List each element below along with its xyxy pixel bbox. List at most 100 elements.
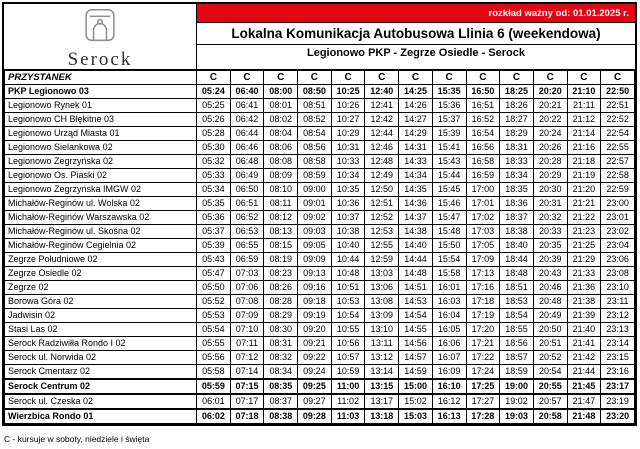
timetable-row: Serock ul. Norwida 02 05:56 07:12 08:32 09:2… — [4, 350, 635, 365]
time-cell: 23:13 — [600, 322, 635, 337]
time-cell: 09:01 — [297, 196, 332, 211]
time-cell: 14:25 — [398, 84, 433, 99]
time-cell: 17:09 — [465, 252, 501, 267]
time-cell: 12:53 — [364, 224, 400, 239]
time-cell: 23:01 — [600, 210, 635, 225]
time-cell: 05:34 — [196, 182, 231, 197]
time-cell: 10:33 — [330, 154, 366, 169]
course-header-cell: C — [465, 70, 501, 85]
time-cell: 11:00 — [330, 378, 366, 395]
footer-legend: C - kursuje w soboty, niedziele i święta — [4, 434, 150, 444]
time-cell: 08:11 — [263, 196, 299, 211]
time-cell: 17:05 — [465, 238, 501, 253]
time-cell: 08:13 — [263, 224, 299, 239]
time-cell: 22:57 — [600, 154, 635, 169]
time-cell: 23:14 — [600, 336, 635, 351]
course-header-cell: C — [566, 70, 602, 85]
time-cell: 15:48 — [431, 224, 467, 239]
time-cell: 08:38 — [263, 408, 299, 424]
time-cell: 18:57 — [499, 350, 534, 365]
time-cell: 16:05 — [431, 322, 467, 337]
time-cell: 05:50 — [196, 280, 231, 295]
time-cell: 18:59 — [499, 364, 534, 380]
time-cell: 14:31 — [398, 140, 433, 155]
time-cell: 05:33 — [196, 168, 231, 183]
time-cell: 07:15 — [229, 378, 265, 395]
time-cell: 09:03 — [297, 224, 332, 239]
time-cell: 23:11 — [600, 294, 635, 309]
timetable-row: Zegrze Południowe 02 05:43 06:59 08:19 09:09… — [4, 252, 635, 267]
route-subtitle: Legionowo PKP - Zegrze Osiedle - Serock — [306, 47, 525, 59]
time-cell: 09:02 — [297, 210, 332, 225]
time-cell: 21:29 — [566, 252, 602, 267]
time-cell: 23:00 — [600, 196, 635, 211]
time-cell: 08:10 — [263, 182, 299, 197]
time-cell: 12:52 — [364, 210, 400, 225]
time-cell: 23:20 — [600, 408, 635, 424]
time-cell: 20:32 — [532, 210, 568, 225]
stop-name-cell: Legionowo Sielankowa 02 — [4, 140, 197, 155]
timetable-row: Serock Cmentarz 02 05:58 07:14 08:34 09:24 10… — [4, 364, 635, 380]
time-cell: 15:47 — [431, 210, 467, 225]
time-cell: 08:52 — [297, 112, 332, 127]
time-cell: 15:45 — [431, 182, 467, 197]
timetable-row: Borowa Góra 02 05:52 07:08 08:28 09:18 10:53 1… — [4, 294, 635, 309]
time-cell: 20:30 — [532, 182, 568, 197]
time-cell: 18:56 — [499, 336, 534, 351]
course-header-cell: C — [330, 70, 366, 85]
stop-name-cell: Michałów-Reginów Cegielnia 02 — [4, 238, 197, 253]
time-cell: 08:04 — [263, 126, 299, 141]
time-cell: 13:03 — [364, 266, 400, 281]
time-cell: 05:37 — [196, 224, 231, 239]
stop-name-cell: Legionowo Zegrzyńska IMGW 02 — [4, 182, 197, 197]
time-cell: 20:28 — [532, 154, 568, 169]
time-cell: 15:58 — [431, 266, 467, 281]
time-cell: 19:03 — [499, 408, 534, 424]
timetable-row: Legionowo Sielankowa 02 05:30 06:46 08:06 08… — [4, 140, 635, 155]
time-cell: 21:23 — [566, 224, 602, 239]
time-cell: 21:48 — [566, 408, 602, 424]
title-block: rozkład ważny od: 01.01.2025 r. Lokalna … — [197, 4, 635, 69]
time-cell: 20:35 — [532, 238, 568, 253]
course-header-cell: C — [297, 70, 332, 85]
time-cell: 10:53 — [330, 294, 366, 309]
time-cell: 14:40 — [398, 238, 433, 253]
time-cell: 05:55 — [196, 336, 231, 351]
time-cell: 10:40 — [330, 238, 366, 253]
time-cell: 07:09 — [229, 308, 265, 323]
time-cell: 21:38 — [566, 294, 602, 309]
time-cell: 18:31 — [499, 140, 534, 155]
time-cell: 05:24 — [196, 84, 231, 99]
time-cell: 07:10 — [229, 322, 265, 337]
time-cell: 18:33 — [499, 154, 534, 169]
time-cell: 16:54 — [465, 126, 501, 141]
timetable-row: Zegrze Osiedle 02 05:47 07:03 08:23 09:13 10:… — [4, 266, 635, 281]
timetable-row: Jadwisin 02 05:53 07:09 08:29 09:19 10:54 13:0… — [4, 308, 635, 323]
stop-name-cell: PKP Legionowo 03 — [4, 84, 197, 99]
time-cell: 22:50 — [600, 84, 635, 99]
time-cell: 13:17 — [364, 393, 400, 410]
time-cell: 22:58 — [600, 168, 635, 183]
time-cell: 23:04 — [600, 238, 635, 253]
timetable-row: Zegrze 02 05:50 07:06 08:26 09:16 10:51 13:06 1… — [4, 280, 635, 295]
time-cell: 23:12 — [600, 308, 635, 323]
time-cell: 09:05 — [297, 238, 332, 253]
time-cell: 09:28 — [297, 408, 332, 424]
time-cell: 21:40 — [566, 322, 602, 337]
time-cell: 08:32 — [263, 350, 299, 365]
time-cell: 06:52 — [229, 210, 265, 225]
time-cell: 16:52 — [465, 112, 501, 127]
timetable-row: Legionowo Os. Piaski 02 05:33 06:49 08:09 08… — [4, 168, 635, 183]
time-cell: 22:52 — [600, 112, 635, 127]
time-cell: 20:21 — [532, 98, 568, 113]
time-cell: 08:26 — [263, 280, 299, 295]
time-cell: 21:39 — [566, 308, 602, 323]
time-cell: 15:00 — [398, 378, 433, 395]
time-cell: 06:50 — [229, 182, 265, 197]
time-cell: 14:35 — [398, 182, 433, 197]
time-cell: 22:59 — [600, 182, 635, 197]
stop-name-cell: Legionowo CH Błękitne 03 — [4, 112, 197, 127]
timetable-row: Serock Centrum 02 05:59 07:15 08:35 09:25 11:… — [4, 378, 635, 395]
time-cell: 05:54 — [196, 322, 231, 337]
time-cell: 14:48 — [398, 266, 433, 281]
